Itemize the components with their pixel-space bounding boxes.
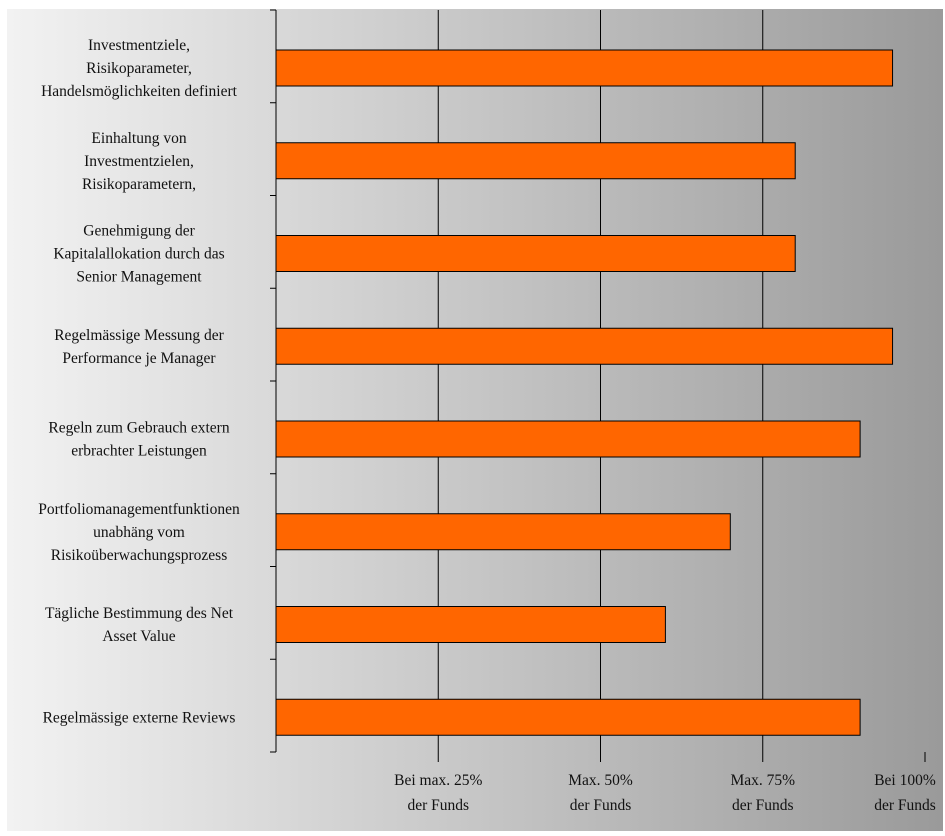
- category-label-5: Regeln zum Gebrauch extern erbrachter Lei…: [48, 420, 229, 460]
- bar-2: [275, 142, 796, 180]
- category-label-1: Investmentziele, Risikoparameter, Handelsm…: [41, 37, 238, 100]
- x-tick-label-50: Max. 50% der Funds: [568, 772, 633, 814]
- bar-1: [275, 49, 894, 87]
- category-label-8: Regelmässige externe Reviews: [43, 709, 236, 726]
- category-label-6: Portfoliomanagementfunktionen unabhäng vo…: [38, 501, 240, 564]
- x-tick-label-100: Bei 100% der Funds: [874, 772, 936, 814]
- bar-4: [275, 327, 894, 365]
- category-label-2: Einhaltung von Investmentzielen, Risikopar…: [82, 130, 196, 193]
- category-label-3: Genehmigung der Kapitalallokation durch d…: [53, 223, 224, 286]
- bar-7: [275, 606, 666, 643]
- category-label-7: Tägliche Bestimmung des Net Asset Value: [45, 605, 234, 645]
- bar-8: [275, 698, 861, 736]
- x-tick-label-25: Bei max. 25% der Funds: [394, 772, 482, 814]
- bar-3: [275, 235, 796, 272]
- category-label-4: Regelmässige Messung der Performance je M…: [54, 327, 224, 367]
- bar-6: [275, 513, 731, 551]
- bar-5: [275, 420, 861, 458]
- x-tick-label-75: Max. 75% der Funds: [730, 772, 795, 814]
